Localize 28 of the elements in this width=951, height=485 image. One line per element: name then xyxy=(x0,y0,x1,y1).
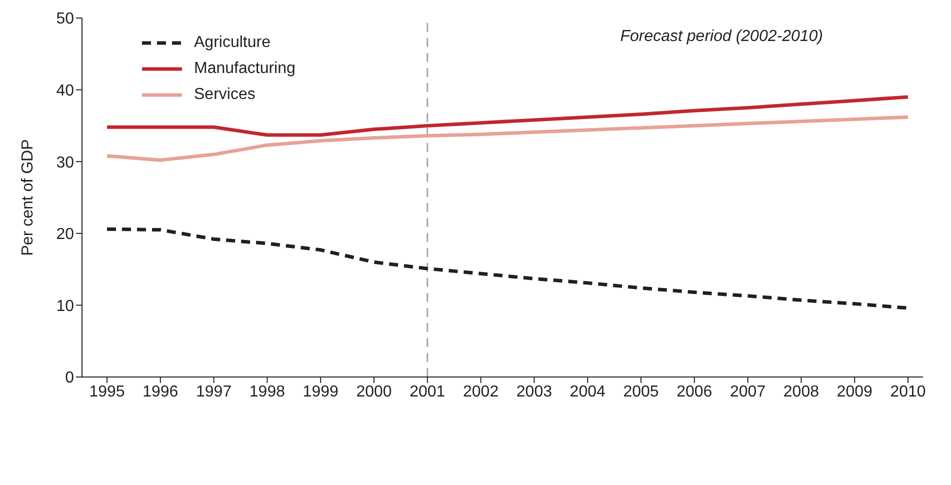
x-tick-label: 2004 xyxy=(570,383,606,400)
legend-label: Services xyxy=(194,86,256,104)
legend-label: Agriculture xyxy=(194,34,270,52)
x-tick-label: 2006 xyxy=(676,383,712,400)
x-tick-label: 2003 xyxy=(516,383,552,400)
x-tick-label: 2002 xyxy=(463,383,499,400)
y-tick-label: 0 xyxy=(65,370,74,387)
y-tick-label: 10 xyxy=(56,298,74,315)
x-tick-label: 1997 xyxy=(196,383,232,400)
x-tick-label: 2001 xyxy=(410,383,446,400)
x-tick-label: 2007 xyxy=(730,383,766,400)
y-tick-label: 30 xyxy=(56,154,74,172)
legend-label: Manufacturing xyxy=(194,60,296,78)
y-tick-label: 20 xyxy=(56,226,74,244)
y-tick-label: 50 xyxy=(56,10,74,28)
x-tick-label: 2010 xyxy=(890,383,926,400)
y-tick-label: 40 xyxy=(56,82,74,100)
x-tick-label: 1996 xyxy=(142,383,178,400)
x-tick-label: 1998 xyxy=(249,383,286,400)
line-series xyxy=(105,115,910,162)
x-tick-label: 2000 xyxy=(356,383,392,400)
x-tick-label: 2009 xyxy=(836,383,872,400)
x-tick-label: 2008 xyxy=(783,383,820,400)
y-axis-title: Per cent of GDP xyxy=(20,139,37,256)
annotation: Forecast period (2002-2010) xyxy=(620,28,823,46)
x-tick-label: 1999 xyxy=(302,383,338,400)
x-tick-label: 2005 xyxy=(623,383,659,400)
x-tick-label: 1995 xyxy=(89,383,125,400)
